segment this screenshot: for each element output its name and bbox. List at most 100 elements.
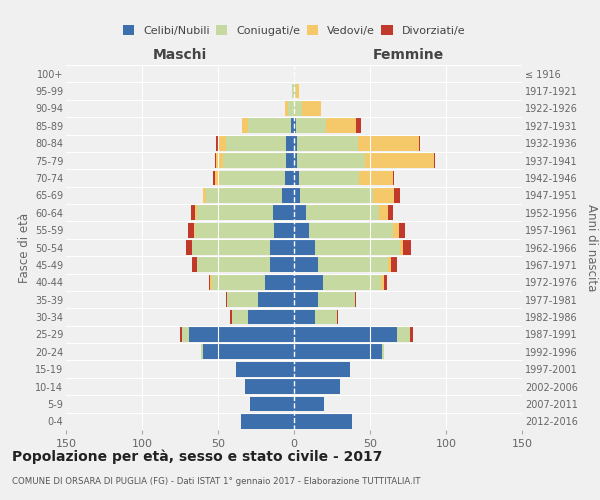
Bar (226, 292, 227, 307)
Bar (197, 258, 269, 272)
Bar (189, 327, 294, 342)
Bar (356, 118, 361, 133)
Bar (306, 206, 379, 220)
Bar (337, 310, 338, 324)
Bar (403, 240, 411, 255)
Bar (180, 327, 182, 342)
Bar (286, 153, 294, 168)
Bar (223, 153, 286, 168)
Bar (326, 118, 356, 133)
Bar (294, 222, 309, 238)
Bar (294, 310, 315, 324)
Bar (186, 240, 192, 255)
Bar (294, 84, 296, 98)
Bar (297, 136, 358, 150)
Bar (230, 310, 232, 324)
Bar (241, 414, 294, 428)
Bar (294, 379, 340, 394)
Bar (195, 222, 274, 238)
Bar (309, 222, 393, 238)
Legend: Celibi/Nubili, Coniugati/e, Vedovi/e, Divorziati/e: Celibi/Nubili, Coniugati/e, Vedovi/e, Di… (121, 23, 467, 38)
Bar (382, 344, 383, 359)
Bar (297, 153, 365, 168)
Bar (397, 327, 410, 342)
Bar (214, 170, 215, 186)
Bar (291, 118, 294, 133)
Bar (192, 258, 197, 272)
Y-axis label: Anni di nascita: Anni di nascita (584, 204, 598, 291)
Bar (294, 396, 325, 411)
Bar (201, 344, 203, 359)
Bar (393, 170, 394, 186)
Bar (294, 170, 299, 186)
Bar (226, 136, 286, 150)
Bar (315, 240, 400, 255)
Bar (236, 362, 294, 376)
Bar (274, 222, 294, 238)
Bar (373, 188, 394, 202)
Bar (355, 292, 356, 307)
Y-axis label: Fasce di età: Fasce di età (17, 212, 31, 282)
Bar (206, 188, 282, 202)
Bar (300, 188, 373, 202)
Bar (315, 310, 337, 324)
Bar (194, 222, 195, 238)
Bar (299, 170, 359, 186)
Bar (319, 292, 355, 307)
Bar (294, 101, 302, 116)
Bar (182, 327, 189, 342)
Bar (285, 170, 294, 186)
Bar (232, 310, 248, 324)
Bar (242, 118, 248, 133)
Text: Popolazione per età, sesso e stato civile - 2017: Popolazione per età, sesso e stato civil… (12, 450, 382, 464)
Bar (419, 136, 420, 150)
Bar (269, 240, 294, 255)
Text: Maschi: Maschi (153, 48, 207, 62)
Bar (209, 275, 211, 289)
Bar (203, 188, 206, 202)
Bar (359, 170, 393, 186)
Bar (294, 206, 306, 220)
Bar (294, 362, 350, 376)
Bar (257, 292, 294, 307)
Bar (294, 153, 297, 168)
Bar (399, 222, 405, 238)
Bar (191, 206, 195, 220)
Bar (380, 275, 383, 289)
Bar (286, 136, 294, 150)
Bar (410, 327, 413, 342)
Bar (383, 275, 387, 289)
Bar (248, 310, 294, 324)
Bar (269, 258, 294, 272)
Bar (212, 275, 265, 289)
Bar (215, 170, 220, 186)
Bar (294, 344, 382, 359)
Bar (434, 153, 436, 168)
Text: Femmine: Femmine (373, 48, 443, 62)
Bar (227, 292, 257, 307)
Bar (294, 327, 397, 342)
Bar (394, 188, 400, 202)
Bar (323, 275, 380, 289)
Bar (400, 240, 403, 255)
Bar (265, 275, 294, 289)
Bar (319, 258, 388, 272)
Bar (379, 206, 388, 220)
Bar (294, 292, 319, 307)
Bar (388, 258, 391, 272)
Bar (215, 153, 217, 168)
Bar (388, 206, 393, 220)
Bar (294, 188, 300, 202)
Bar (211, 275, 212, 289)
Bar (296, 84, 299, 98)
Bar (294, 275, 323, 289)
Bar (220, 170, 285, 186)
Bar (188, 222, 194, 238)
Bar (197, 206, 273, 220)
Bar (273, 206, 294, 220)
Bar (195, 206, 197, 220)
Bar (245, 379, 294, 394)
Bar (248, 118, 291, 133)
Bar (288, 101, 294, 116)
Bar (203, 344, 294, 359)
